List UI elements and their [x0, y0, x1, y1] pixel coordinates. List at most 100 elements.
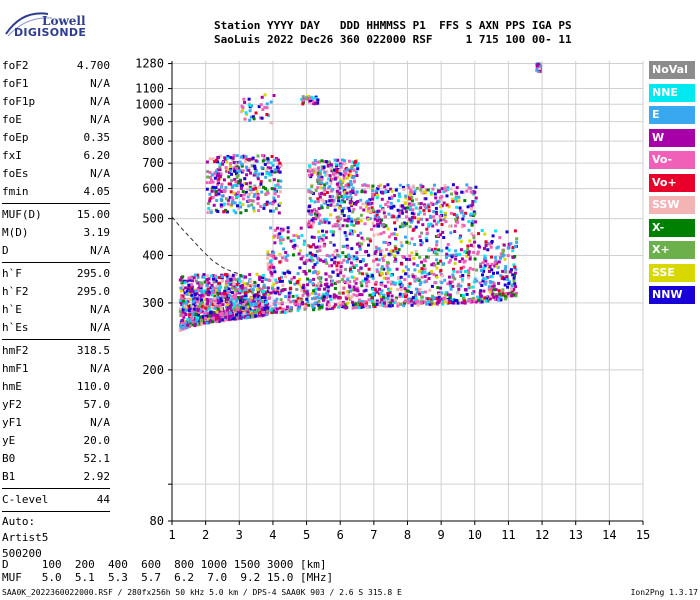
echo-point [510, 284, 514, 288]
echo-point [412, 256, 416, 260]
echo-point [306, 292, 309, 296]
echo-point [218, 154, 222, 158]
echo-point [324, 160, 328, 164]
echo-point [336, 273, 340, 277]
echo-point [503, 294, 507, 298]
echo-point [368, 239, 372, 243]
y-tick-label: 80 [150, 514, 164, 528]
echo-point [295, 294, 299, 298]
echo-point [244, 209, 248, 212]
echo-point [355, 259, 359, 263]
parameter-row: foF1 N/A [2, 75, 110, 93]
echo-point [363, 300, 367, 304]
echo-point [249, 279, 253, 283]
echo-point [408, 254, 412, 258]
echo-point [277, 302, 281, 305]
echo-point [355, 286, 359, 290]
echo-point [411, 184, 415, 188]
echo-point [463, 199, 467, 203]
echo-point [245, 158, 249, 162]
echo-point [235, 313, 238, 317]
echo-point [205, 181, 209, 185]
echo-point [513, 244, 517, 248]
echo-point [256, 154, 260, 158]
echo-point [332, 295, 336, 299]
echo-point [234, 305, 238, 309]
echo-point [231, 302, 235, 306]
echo-point [313, 159, 317, 162]
echo-point [261, 276, 264, 280]
echo-point [229, 162, 233, 165]
echo-point [315, 296, 319, 299]
echo-point [359, 306, 363, 309]
echo-point [452, 269, 456, 273]
echo-point [244, 275, 247, 279]
echo-point [234, 287, 238, 291]
echo-point [409, 297, 413, 301]
echo-point [261, 273, 265, 277]
echo-point [245, 173, 249, 177]
echo-point [414, 249, 418, 253]
echo-point [244, 111, 248, 115]
echo-point [223, 292, 227, 296]
parameter-value: 2.92 [83, 470, 111, 483]
echo-point [483, 296, 487, 300]
echo-point [202, 311, 206, 315]
echo-point [359, 281, 363, 284]
echo-point [436, 261, 440, 265]
echo-point [285, 310, 289, 314]
echo-point [468, 299, 472, 303]
echo-point [347, 257, 351, 261]
parameter-name: MUF(D) [2, 208, 42, 221]
echo-point [404, 194, 408, 198]
echo-point [435, 243, 439, 247]
echo-point [355, 251, 359, 255]
echo-point [488, 264, 492, 268]
echo-point [217, 319, 221, 323]
parameter-row: B1 2.92 [2, 468, 110, 486]
echo-point [449, 287, 453, 291]
parameter-value: N/A [90, 362, 110, 375]
echo-point [244, 309, 248, 312]
echo-point [367, 298, 371, 302]
echo-point [511, 273, 515, 277]
echo-point [206, 317, 210, 321]
echo-point [323, 188, 327, 192]
echo-point [219, 172, 223, 176]
echo-point [272, 302, 276, 306]
echo-point [350, 223, 354, 227]
echo-point [374, 282, 378, 286]
echo-point [378, 287, 381, 291]
echo-point [320, 192, 324, 195]
echo-point [194, 312, 198, 316]
echo-point [512, 263, 516, 267]
echo-point [440, 223, 444, 226]
echo-point [448, 293, 452, 297]
echo-point [280, 301, 284, 305]
echo-point [455, 205, 459, 209]
echo-point [257, 172, 261, 176]
echo-point [242, 97, 246, 101]
echo-point [365, 281, 368, 285]
echo-point [351, 303, 355, 307]
echo-point [454, 249, 458, 253]
echo-point [395, 267, 399, 271]
echo-point [217, 181, 220, 185]
echo-point [291, 294, 295, 298]
echo-point [317, 293, 321, 297]
echo-point [244, 300, 248, 304]
echo-point [270, 286, 274, 290]
echo-point [240, 186, 243, 190]
echo-point [205, 321, 209, 325]
echo-point [312, 277, 316, 281]
echo-point [379, 253, 383, 256]
echo-point [479, 297, 483, 301]
parameter-name: M(D) [2, 226, 29, 239]
echo-point [215, 158, 218, 162]
echo-point [279, 235, 283, 239]
echo-point [429, 192, 433, 196]
echo-point [355, 242, 359, 246]
echo-point [481, 298, 485, 302]
echo-point [240, 286, 244, 289]
echo-point [187, 283, 191, 287]
